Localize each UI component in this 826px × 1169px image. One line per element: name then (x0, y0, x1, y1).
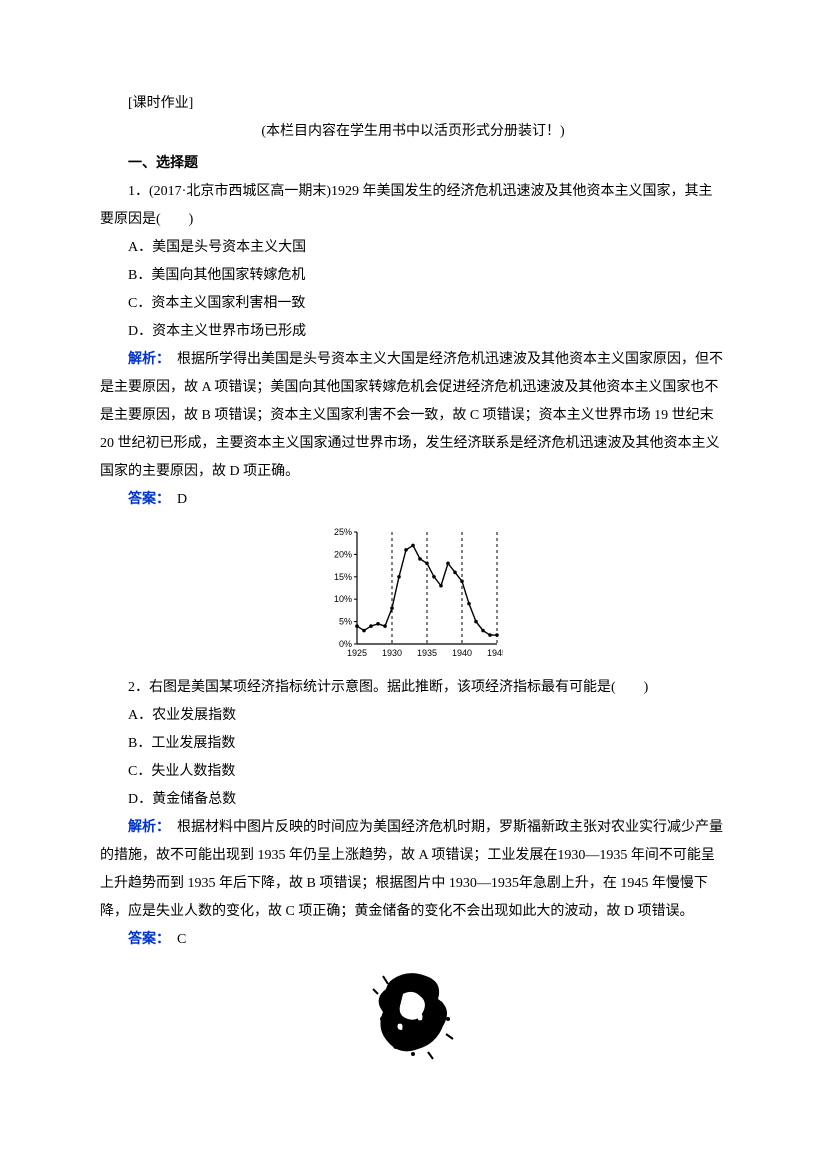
homework-label: [课时作业] (100, 90, 726, 118)
q2-opt-b: B．工业发展指数 (100, 730, 726, 758)
q1-opt-d: D．资本主义世界市场已形成 (100, 318, 726, 346)
svg-text:1925: 1925 (347, 648, 367, 658)
q2-stem: 2．右图是美国某项经济指标统计示意图。据此推断，该项经济指标最有可能是( ) (100, 674, 726, 702)
q2-opt-c: C．失业人数指数 (100, 758, 726, 786)
q1-opt-a: A．美国是头号资本主义大国 (100, 234, 726, 262)
q2-opt-a: A．农业发展指数 (100, 702, 726, 730)
svg-text:20%: 20% (334, 549, 352, 559)
q1-analysis-body: 根据所学得出美国是头号资本主义大国是经济危机迅速波及其他资本主义国家原因，但不是… (100, 352, 723, 479)
ink-svg (358, 964, 468, 1064)
svg-text:5%: 5% (339, 617, 352, 627)
svg-text:15%: 15% (334, 572, 352, 582)
q1-answer-label: 答案： (128, 492, 163, 507)
q1-opt-b: B．美国向其他国家转嫁危机 (100, 262, 726, 290)
q1-analysis-label: 解析： (128, 352, 163, 367)
q2-answer-label: 答案： (128, 932, 163, 947)
svg-text:10%: 10% (334, 594, 352, 604)
section-heading-1: 一、选择题 (100, 150, 726, 178)
q1-stem: 1．(2017·北京市西城区高一期末)1929 年美国发生的经济危机迅速波及其他… (100, 178, 726, 234)
svg-text:25%: 25% (334, 527, 352, 537)
svg-text:1945: 1945 (487, 648, 503, 658)
q2-opt-d: D．黄金储备总数 (100, 786, 726, 814)
q2-chart: 0%5%10%15%20%25%19251930193519401945 (323, 524, 503, 664)
q2-analysis-label: 解析： (128, 820, 163, 835)
q1-answer-value: D (163, 492, 187, 507)
q2-answer: 答案： C (100, 926, 726, 954)
q3-image (358, 964, 468, 1064)
q1-analysis: 解析： 根据所学得出美国是头号资本主义大国是经济危机迅速波及其他资本主义国家原因… (100, 346, 726, 486)
q2-analysis-body: 根据材料中图片反映的时间应为美国经济危机时期，罗斯福新政主张对农业实行减少产量的… (100, 820, 723, 919)
q2-answer-value: C (163, 932, 186, 947)
chart-svg: 0%5%10%15%20%25%19251930193519401945 (323, 524, 503, 664)
q2-analysis: 解析： 根据材料中图片反映的时间应为美国经济危机时期，罗斯福新政主张对农业实行减… (100, 814, 726, 926)
svg-text:1930: 1930 (382, 648, 402, 658)
subtitle: (本栏目内容在学生用书中以活页形式分册装订！) (100, 118, 726, 146)
q1-opt-c: C．资本主义国家利害相一致 (100, 290, 726, 318)
q1-answer: 答案： D (100, 486, 726, 514)
svg-text:1935: 1935 (417, 648, 437, 658)
svg-text:1940: 1940 (452, 648, 472, 658)
